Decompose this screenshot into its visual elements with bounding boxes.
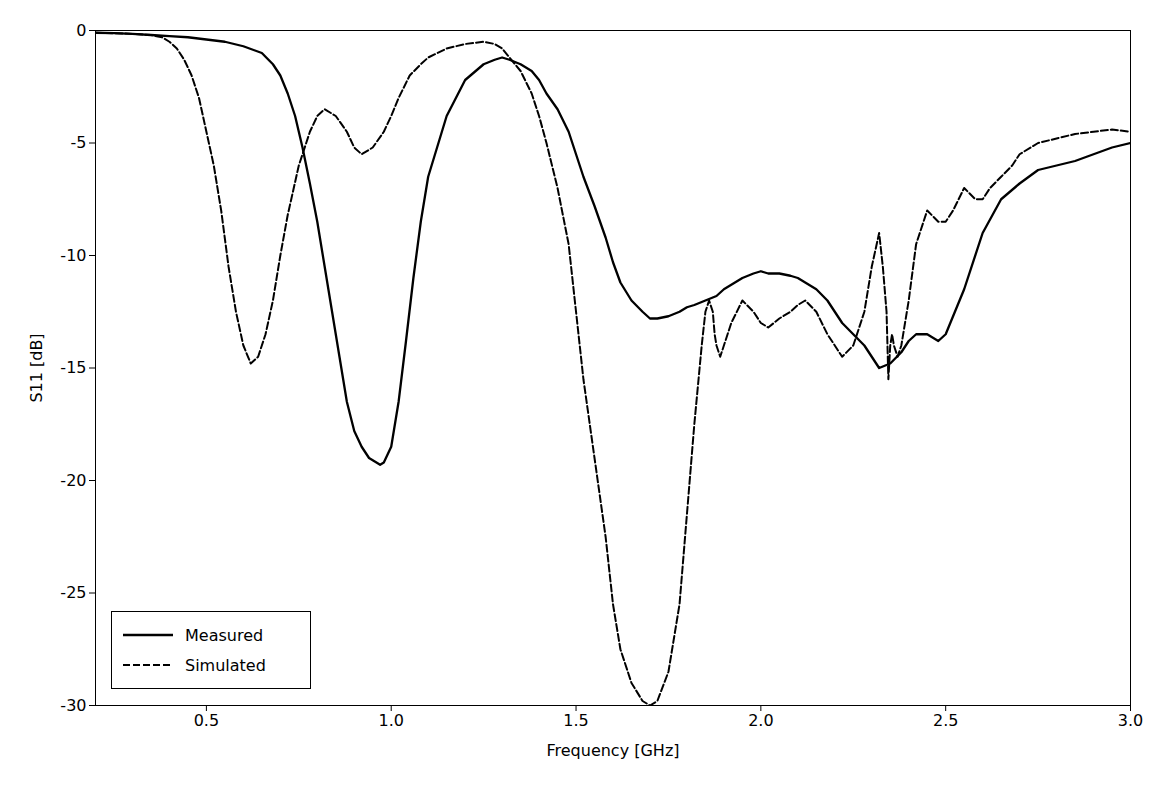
svg-text:-30: -30	[60, 696, 86, 715]
svg-text:1.5: 1.5	[563, 711, 588, 730]
svg-text:S11 [dB]: S11 [dB]	[27, 333, 46, 402]
svg-text:-25: -25	[60, 583, 86, 602]
svg-text:3.0: 3.0	[1118, 711, 1143, 730]
svg-text:-15: -15	[60, 358, 86, 377]
svg-text:Frequency [GHz]: Frequency [GHz]	[546, 741, 679, 760]
svg-text:-10: -10	[60, 246, 86, 265]
svg-text:-20: -20	[60, 471, 86, 490]
svg-text:-5: -5	[71, 133, 87, 152]
svg-text:0.5: 0.5	[194, 711, 219, 730]
svg-text:2.5: 2.5	[933, 711, 958, 730]
svg-text:Measured: Measured	[185, 626, 263, 645]
svg-text:0: 0	[76, 21, 86, 40]
svg-text:1.0: 1.0	[378, 711, 403, 730]
svg-text:2.0: 2.0	[748, 711, 773, 730]
svg-text:Simulated: Simulated	[185, 656, 266, 675]
